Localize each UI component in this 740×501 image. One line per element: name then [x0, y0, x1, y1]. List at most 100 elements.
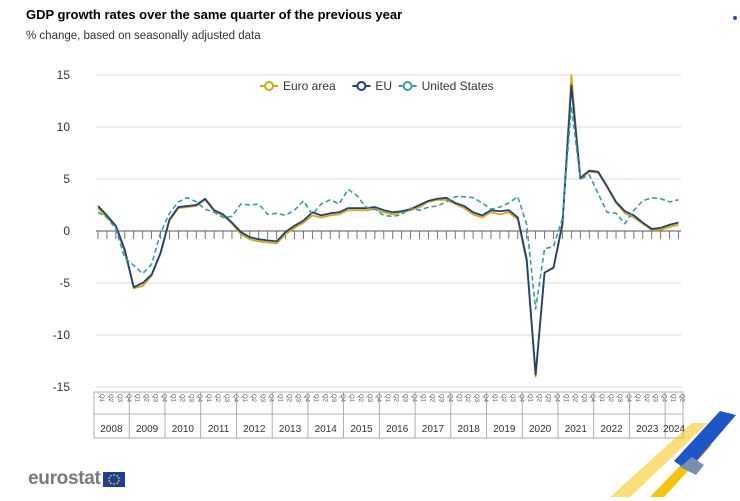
- quarter-label: Q1: [205, 394, 211, 403]
- quarter-label: Q1: [527, 394, 533, 403]
- quarter-label: Q4: [482, 394, 488, 403]
- chart-subtitle: % change, based on seasonally adjusted d…: [26, 30, 261, 42]
- legend-label: United States: [422, 79, 494, 93]
- decorative-corner-graphic: [610, 411, 736, 497]
- quarter-label: Q2: [536, 394, 542, 403]
- quarter-label: Q2: [286, 394, 292, 403]
- quarter-label: Q3: [509, 394, 515, 403]
- series-line-eu: [97, 84, 679, 376]
- year-label: 2009: [136, 424, 159, 435]
- quarter-label: Q3: [223, 394, 229, 403]
- year-label: 2022: [600, 424, 623, 435]
- quarter-label: Q1: [134, 394, 140, 403]
- legend-item-euro_area: Euro area: [260, 79, 336, 93]
- quarter-label: Q1: [562, 394, 568, 403]
- quarter-label: Q2: [178, 394, 184, 403]
- year-label: 2016: [386, 424, 409, 435]
- quarter-label: Q1: [455, 394, 461, 403]
- logo-text: eurostat: [28, 468, 101, 489]
- year-label: 2010: [172, 424, 195, 435]
- quarter-label: Q1: [241, 394, 247, 403]
- year-label: 2019: [493, 424, 516, 435]
- quarter-label: Q1: [312, 394, 318, 403]
- year-label: 2020: [529, 424, 552, 435]
- quarter-label: Q4: [589, 394, 595, 403]
- quarter-label: Q3: [152, 394, 158, 403]
- legend-item-us: United States: [398, 79, 494, 93]
- quarter-label: Q3: [616, 394, 622, 403]
- quarter-label: Q3: [437, 394, 443, 403]
- quarter-label: Q4: [553, 394, 559, 403]
- quarter-label: Q2: [428, 394, 434, 403]
- quarter-label: Q2: [500, 394, 506, 403]
- quarter-label: Q1: [420, 394, 426, 403]
- menu-dot-icon[interactable]: [733, 16, 737, 20]
- quarter-label: Q3: [116, 394, 122, 403]
- legend-marker: [264, 81, 274, 91]
- year-label: 2024: [663, 424, 686, 435]
- quarter-label: Q2: [607, 394, 613, 403]
- quarter-label: Q1: [598, 394, 604, 403]
- legend-label: EU: [375, 79, 392, 93]
- quarter-label: Q1: [491, 394, 497, 403]
- quarter-label: Q2: [250, 394, 256, 403]
- quarter-label: Q2: [214, 394, 220, 403]
- year-label: 2017: [422, 424, 445, 435]
- quarter-label: Q3: [259, 394, 265, 403]
- quarter-label: Q1: [277, 394, 283, 403]
- quarter-label: Q3: [330, 394, 336, 403]
- quarter-label: Q4: [625, 394, 631, 403]
- legend-marker: [402, 81, 413, 91]
- quarter-label: Q2: [679, 394, 685, 403]
- year-label: 2012: [243, 424, 266, 435]
- quarter-label: Q3: [652, 394, 658, 403]
- quarter-label: Q3: [187, 394, 193, 403]
- year-label: 2018: [458, 424, 481, 435]
- y-tick-label: -5: [59, 276, 70, 290]
- category-axis-box: [93, 391, 684, 439]
- series-line-us: [97, 105, 679, 310]
- quarter-label: Q1: [98, 394, 104, 403]
- quarter-label: Q2: [643, 394, 649, 403]
- quarter-label: Q2: [143, 394, 149, 403]
- quarter-label: Q4: [339, 394, 345, 403]
- y-tick-label: -15: [53, 380, 71, 394]
- quarter-label: Q4: [161, 394, 167, 403]
- year-label: 2023: [636, 424, 659, 435]
- quarter-label: Q4: [375, 394, 381, 403]
- year-label: 2008: [100, 424, 123, 435]
- year-label: 2014: [315, 424, 338, 435]
- quarter-label: Q3: [580, 394, 586, 403]
- quarter-label: Q3: [545, 394, 551, 403]
- quarter-label: Q3: [473, 394, 479, 403]
- quarter-label: Q1: [384, 394, 390, 403]
- quarter-label: Q3: [366, 394, 372, 403]
- quarter-label: Q4: [518, 394, 524, 403]
- legend-marker: [356, 81, 367, 91]
- year-label: 2011: [208, 424, 230, 435]
- quarter-label: Q4: [268, 394, 274, 403]
- quarter-label: Q4: [196, 394, 202, 403]
- legend-item-eu: EU: [352, 79, 392, 93]
- quarter-label: Q2: [357, 394, 363, 403]
- quarter-label: Q1: [169, 394, 175, 403]
- y-tick-label: 10: [57, 120, 71, 134]
- series-line-euro_area: [97, 74, 679, 378]
- y-tick-label: -10: [53, 328, 71, 342]
- eu-flag-icon: [102, 471, 125, 487]
- quarter-label: Q4: [303, 394, 309, 403]
- quarter-label: Q2: [464, 394, 470, 403]
- quarter-label: Q3: [294, 394, 300, 403]
- quarter-label: Q4: [232, 394, 238, 403]
- quarter-label: Q1: [348, 394, 354, 403]
- y-tick-label: 0: [63, 224, 70, 238]
- quarter-label: Q2: [321, 394, 327, 403]
- quarter-label: Q2: [571, 394, 577, 403]
- year-label: 2013: [279, 424, 302, 435]
- year-label: 2021: [565, 424, 588, 435]
- quarter-label: Q2: [107, 394, 113, 403]
- chart-title: GDP growth rates over the same quarter o…: [26, 7, 403, 22]
- legend-label: Euro area: [283, 79, 336, 93]
- quarter-label: Q1: [634, 394, 640, 403]
